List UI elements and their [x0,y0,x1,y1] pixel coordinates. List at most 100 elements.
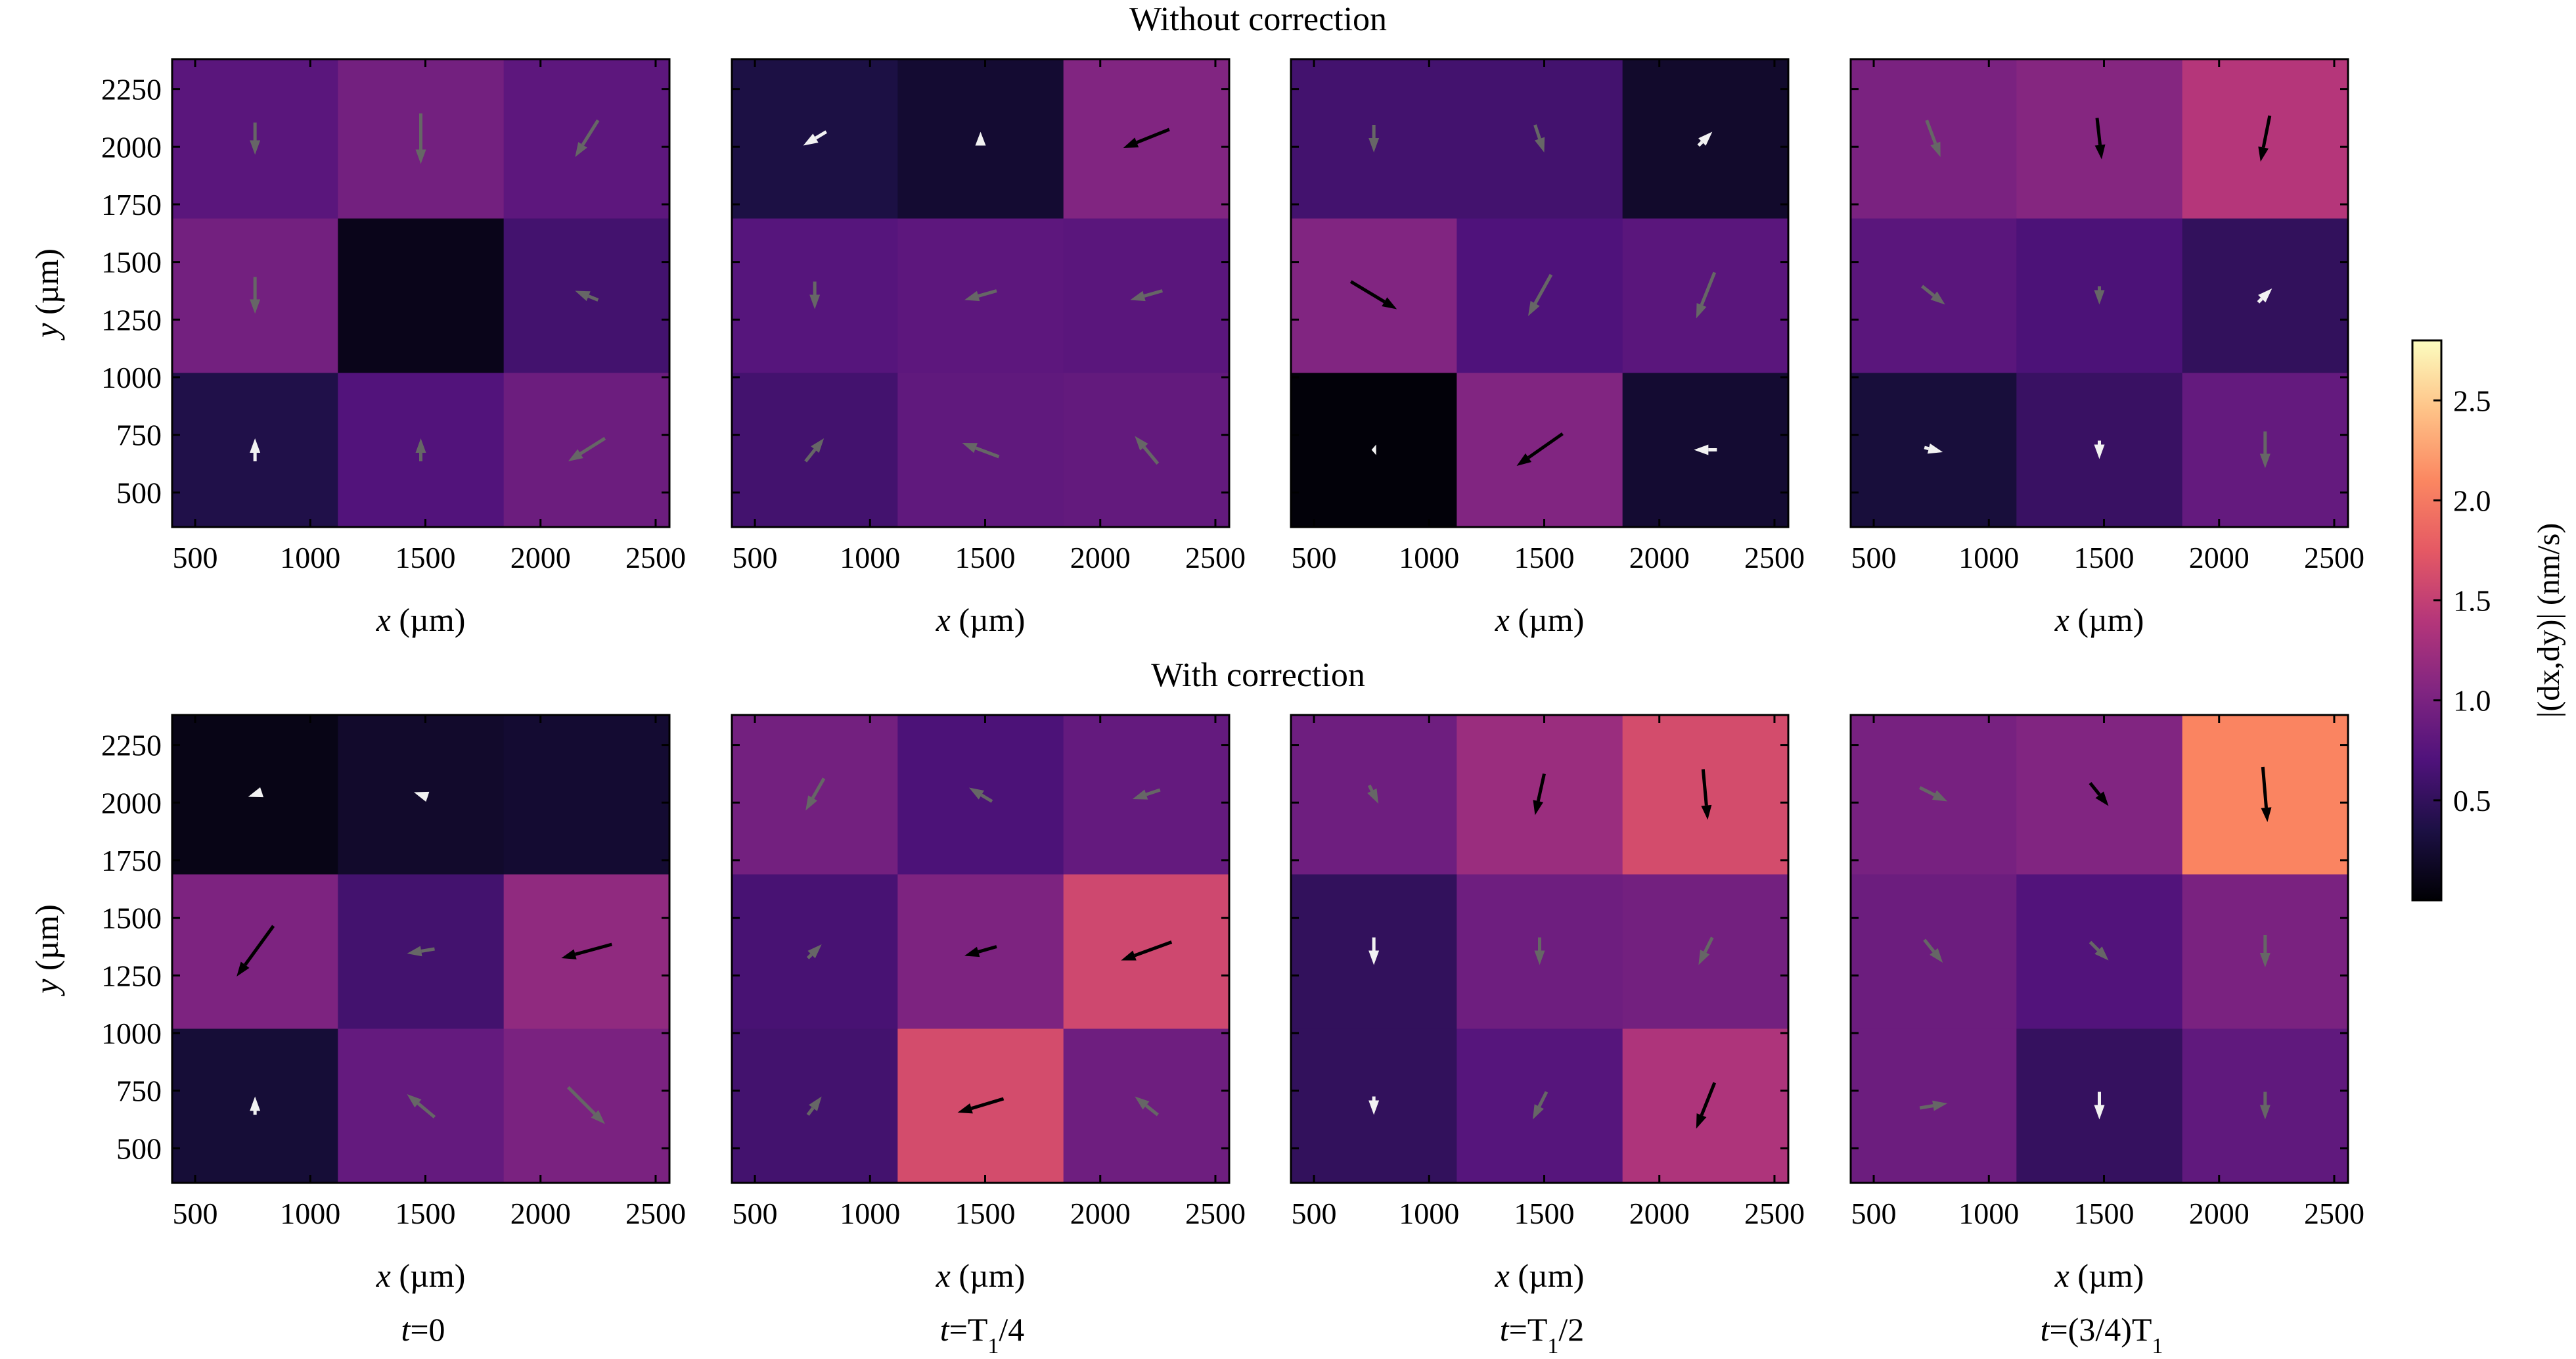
x-tick-label: 1500 [955,1197,1016,1230]
x-tick-label: 1000 [1958,1197,2019,1230]
arrow-shaft [579,436,606,455]
vector-arrow [1368,125,1380,153]
arrow-head [2259,1105,2271,1120]
arrow-head [2259,453,2271,469]
arrow-head [250,140,261,155]
x-tick-label: 2000 [1070,541,1131,574]
arrow-shaft [1349,280,1386,304]
arrow-head [1367,788,1379,804]
vector-arrow [237,925,275,977]
vector-arrow [2258,115,2272,162]
arrow-shaft [980,793,993,803]
vector-arrow [250,438,261,462]
arrow-head [1698,131,1713,146]
x-axis-label: x (µm) [2054,601,2144,638]
arrow-head [250,438,261,453]
vector-arrow [1528,273,1553,317]
panel-0-2: 500 1000 1500 2000 2500 x (µm) [1290,58,1805,638]
vector-arrow [1132,788,1161,800]
vector-arrow [1694,444,1717,455]
time-label-1: t=T1/4 [940,1311,1025,1358]
arrow-head [2259,953,2271,968]
heatmap-panels: 500 1000 1500 2000 2500 x (µm) 500 750 1000 1250 1… [28,58,2364,1294]
y-tick-label: 2000 [101,130,162,164]
x-tick-label: 1500 [2074,541,2135,574]
vector-arrow [1349,280,1397,310]
arrow-head [1368,1100,1380,1115]
x-tick-label: 1000 [280,541,340,574]
arrow-head [2258,288,2272,303]
arrow-head [1927,443,1943,454]
arrow-head [803,133,819,146]
colorbar-ticks: 0.5 1.0 1.5 2.0 2.5 [2433,384,2491,818]
vector-arrow [2259,1092,2271,1120]
arrow-head [1135,436,1148,451]
time-labels: t=0 t=T1/4 t=T1/2 t=(3/4)T1 [401,1311,2163,1358]
x-tick-label: 2500 [625,1197,686,1230]
arrow-shaft [2095,118,2102,145]
arrow-shaft [2261,115,2272,148]
colorbar-tick-label: 2.5 [2453,384,2491,417]
arrow-head [1368,950,1380,965]
panel-1-2: 500 1000 1500 2000 2500 x (µm) [1290,714,1805,1294]
x-axis-label: x (µm) [376,601,466,638]
vector-arrow [962,443,1000,459]
arrow-head [1368,138,1380,153]
arrow-head [1696,303,1707,319]
x-tick-label: 1000 [1399,1197,1459,1230]
arrow-shaft [1134,940,1173,957]
arrow-head [248,787,264,798]
vector-arrow [969,787,993,803]
arrow-head [2261,807,2272,823]
arrow-shaft [1533,273,1553,304]
arrow-shaft [1925,120,1937,145]
heatmap-cell [338,218,505,373]
axes-frame [1290,58,1790,528]
vector-arrow [575,290,599,302]
x-tick-label: 2500 [1185,541,1246,574]
vector-arrow [1534,937,1545,965]
vector-arrow [809,281,821,310]
colorbar-tick-label: 0.5 [2453,784,2491,818]
arrow-head [807,944,822,959]
vector-arrow [567,1086,605,1124]
arrow-head [2094,946,2109,961]
arrow-shaft [1701,769,1708,806]
arrow-head [1930,141,1941,158]
vector-arrow [804,438,825,463]
panel-1-1: 500 1000 1500 2000 2500 x (µm) [731,714,1246,1294]
vector-arrow [2259,431,2271,469]
x-tick-label: 1000 [280,1197,340,1230]
x-axis-label: x (µm) [376,1257,466,1294]
arrow-shaft [1919,1104,1933,1110]
x-tick-label: 500 [1851,1197,1897,1230]
arrow-shaft [1536,773,1546,802]
arrow-shaft [567,1086,597,1115]
arrow-shaft [806,1107,815,1117]
arrow-head [1930,291,1945,305]
arrow-shaft [2089,940,2100,952]
vector-arrow [2094,286,2105,305]
y-axis-label: y (µm) [28,904,65,997]
arrow-head [568,449,583,462]
vector-arrow [2094,118,2106,160]
colorbar-label: |(dx,dy)| (nm/s) [2531,523,2566,718]
axes-frame [731,714,1231,1184]
arrow-head [1930,948,1943,963]
y-tick-label: 1000 [101,361,162,394]
x-tick-label: 2000 [1070,1197,1131,1230]
vector-arrow [1516,432,1564,467]
x-tick-label: 2000 [1629,541,1690,574]
arrow-shaft [804,448,817,463]
x-tick-label: 500 [173,541,218,574]
x-tick-label: 1500 [2074,1197,2135,1230]
arrow-shaft [417,1102,436,1118]
arrow-head [1932,790,1948,802]
arrow-head [1121,950,1137,961]
vector-arrow [2089,940,2109,961]
arrow-head [811,438,825,453]
row-title-top: Without correction [1129,1,1387,38]
arrow-shaft [1924,446,1930,451]
heatmap-cell [503,715,670,875]
arrow-shaft [811,777,826,799]
